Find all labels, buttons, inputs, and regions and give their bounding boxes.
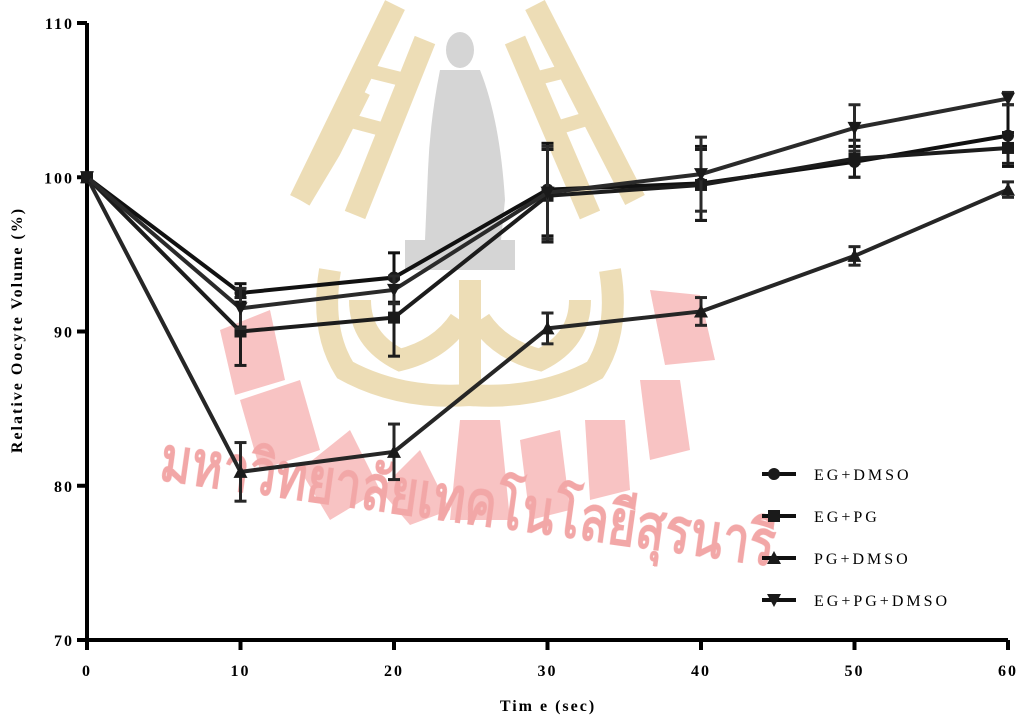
- data-point: [694, 304, 708, 318]
- data-point: [233, 302, 248, 316]
- legend-marker: [768, 468, 780, 480]
- legend-item: EG+PG+DMSO: [762, 593, 950, 610]
- legend-label: EG+DMSO: [814, 467, 912, 484]
- data-point: [387, 444, 401, 458]
- x-tick-label: 40: [691, 663, 711, 680]
- legend: EG+DMSO EG+PG PG+DMSO EG+PG+DMSO: [762, 467, 950, 610]
- legend-label: PG+DMSO: [814, 551, 911, 568]
- x-axis-ticks: 0 10 20 30 40 50 60: [82, 640, 1018, 680]
- data-point: [540, 321, 555, 335]
- legend-label: EG+PG: [814, 509, 880, 526]
- data-point: [540, 186, 555, 200]
- series-pg-dmso: [80, 170, 1015, 503]
- data-point: [388, 311, 400, 324]
- data-point: [694, 168, 708, 182]
- data-point: [848, 152, 861, 165]
- data-point: [1001, 182, 1015, 196]
- x-tick-label: 10: [231, 663, 251, 680]
- y-axis-title: Relative Oocyte Volume (%): [9, 207, 26, 453]
- legend-label: EG+PG+DMSO: [814, 593, 950, 610]
- x-tick-label: 0: [82, 663, 92, 680]
- legend-item: PG+DMSO: [762, 551, 911, 568]
- legend-item: EG+PG: [762, 509, 880, 526]
- y-tick-label: 110: [45, 16, 74, 33]
- x-axis-title: Tim e (sec): [500, 698, 596, 715]
- data-point: [233, 464, 248, 478]
- university-seal-watermark: มหาวิทยาลัยเทคโนโลยีสุรนารี: [156, 0, 780, 583]
- series-layer: [80, 90, 1015, 503]
- y-tick-label: 70: [54, 633, 74, 650]
- x-tick-label: 50: [845, 663, 865, 680]
- legend-marker: [767, 551, 781, 564]
- data-point: [80, 171, 94, 185]
- data-point: [847, 121, 862, 135]
- x-tick-label: 20: [384, 663, 404, 680]
- data-point: [847, 248, 862, 262]
- legend-marker: [767, 594, 781, 607]
- data-point: [1001, 92, 1015, 106]
- series-eg-pg-dmso: [80, 90, 1015, 330]
- y-tick-label: 100: [44, 170, 74, 187]
- x-tick-label: 60: [998, 663, 1018, 680]
- y-axis-ticks: 70 80 90 100 110: [44, 16, 87, 650]
- legend-item: EG+DMSO: [762, 467, 912, 484]
- y-tick-label: 80: [54, 479, 74, 496]
- x-tick-label: 30: [538, 663, 558, 680]
- data-point: [387, 283, 401, 297]
- y-tick-label: 90: [54, 325, 74, 342]
- data-point: [1002, 141, 1014, 154]
- legend-marker: [768, 510, 780, 522]
